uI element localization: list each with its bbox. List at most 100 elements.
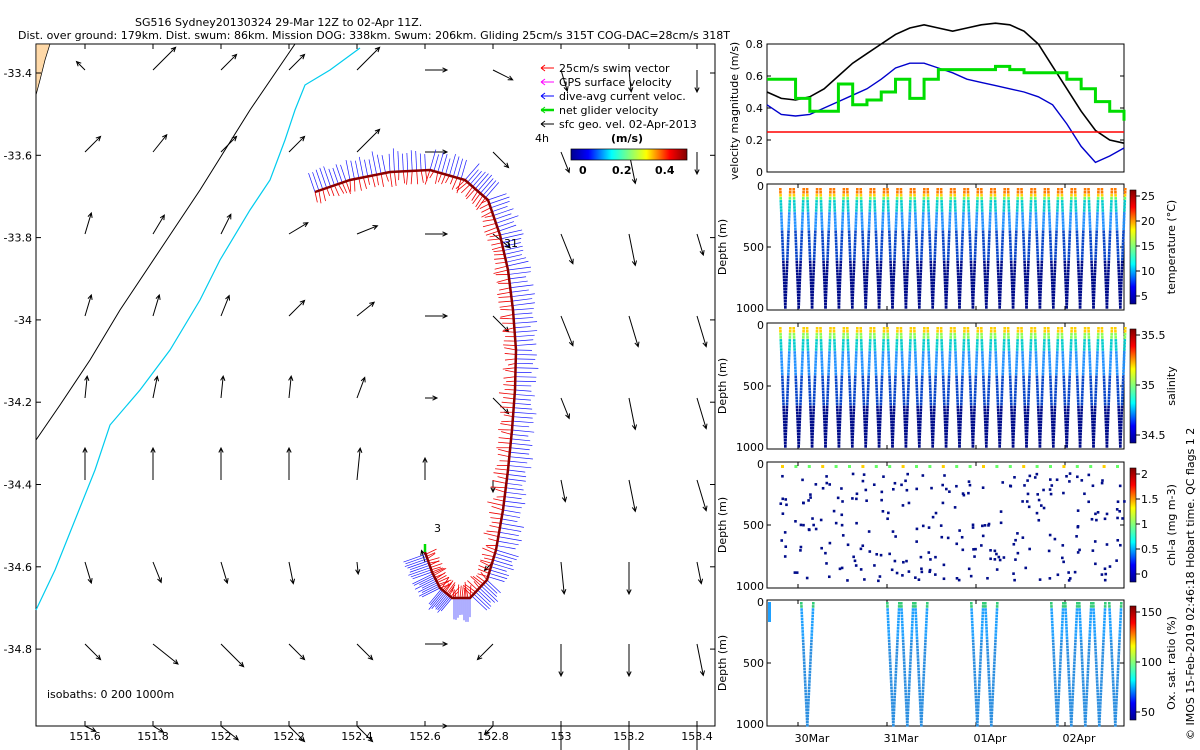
- current-vector: [402, 153, 404, 172]
- current-arrow: [356, 301, 376, 317]
- current-vector: [503, 505, 522, 509]
- series-sfc-geo: [766, 22, 1125, 144]
- swim-vector: [504, 353, 516, 355]
- current-vector: [479, 587, 495, 603]
- colorbar-tick: 35: [1141, 379, 1155, 392]
- current-vector: [489, 569, 510, 577]
- swim-vector: [498, 296, 512, 298]
- depth-tick: 500: [743, 241, 764, 254]
- current-vector: [515, 380, 536, 382]
- current-vector: [495, 549, 519, 558]
- current-arrow: [356, 224, 379, 235]
- current-vector: [471, 595, 488, 611]
- profile-panel-sal: 0 500 1000 Depth (m) 34.5 35 35.5 salinity: [716, 319, 1178, 454]
- swim-vector: [461, 586, 464, 599]
- current-vector: [481, 585, 499, 602]
- swim-vector: [477, 568, 490, 574]
- swim-vector: [450, 586, 460, 598]
- swim-vector: [455, 179, 466, 190]
- current-vector: [332, 167, 339, 185]
- current-vector: [464, 163, 480, 181]
- current-vector: [493, 556, 513, 563]
- current-arrow: [288, 643, 306, 661]
- current-arrow: [492, 151, 510, 169]
- current-arrow: [152, 375, 160, 399]
- current-arrow: [560, 397, 571, 420]
- swim-vector: [470, 575, 482, 587]
- swim-vector: [451, 177, 458, 190]
- current-vector: [406, 152, 409, 172]
- swim-vector: [466, 188, 476, 200]
- swim-vector: [437, 173, 443, 183]
- footer-note: © IMOS 15-Feb-2019 02:46:18 Hobart time.…: [1184, 428, 1197, 740]
- map-x-tick: 151.8: [137, 730, 169, 743]
- current-arrow: [356, 376, 366, 399]
- current-vector: [502, 509, 521, 514]
- swim-vector: [449, 176, 454, 185]
- swim-vector: [480, 571, 488, 581]
- depth-tick: 500: [743, 519, 764, 532]
- current-arrow: [560, 233, 574, 265]
- current-arrow: [492, 69, 514, 81]
- current-arrow: [425, 67, 449, 73]
- current-vector: [340, 164, 347, 182]
- current-vector: [418, 585, 440, 597]
- swim-vector: [341, 182, 348, 194]
- current-vector: [512, 420, 534, 424]
- swim-vector: [456, 181, 468, 192]
- current-arrow: [696, 479, 708, 512]
- colorbar-tick: 1: [1141, 518, 1148, 531]
- date-tick: 01Apr: [973, 732, 1007, 745]
- colorbar-tick: 0.4: [655, 164, 675, 177]
- isobath-0m: [35, 43, 296, 441]
- current-arrow: [84, 293, 93, 317]
- velocity-y-tick: 0: [756, 166, 763, 179]
- velocity-ylabel: velocity magnitude (m/s): [728, 42, 741, 180]
- swim-vector: [487, 238, 501, 241]
- current-vector: [456, 158, 464, 178]
- profile-points: [779, 465, 1126, 583]
- current-vector: [364, 159, 369, 177]
- current-vector: [514, 326, 531, 329]
- colorbar-tick: 15: [1141, 240, 1155, 253]
- swim-vector: [444, 580, 454, 593]
- colorbar-tick: 100: [1141, 656, 1162, 669]
- current-vector: [491, 562, 514, 571]
- swim-vector: [480, 560, 492, 568]
- current-vector: [500, 522, 524, 528]
- swim-vector: [438, 579, 452, 585]
- current-arrow: [356, 725, 374, 743]
- profile-colorbar: 34.5 35 35.5: [1129, 328, 1166, 444]
- current-arrow: [220, 53, 238, 71]
- colorbar-label: salinity: [1165, 366, 1178, 406]
- current-arrow: [356, 447, 363, 481]
- swim-vector: [478, 564, 491, 571]
- depth-tick: 0: [757, 319, 764, 332]
- current-vector: [482, 180, 497, 196]
- current-vector: [414, 578, 436, 590]
- swim-vector: [502, 327, 515, 331]
- current-vector: [506, 482, 523, 486]
- swim-vector: [330, 186, 335, 197]
- swim-vector: [430, 563, 443, 568]
- swim-vector: [432, 567, 445, 575]
- current-vector: [510, 447, 530, 451]
- depth-tick: 1000: [736, 718, 764, 731]
- current-vector: [376, 154, 382, 174]
- current-arrow: [288, 561, 296, 585]
- current-vector: [493, 208, 514, 216]
- current-vector: [428, 591, 445, 610]
- colorbar-tick: 0: [1141, 568, 1148, 581]
- velocity-y-tick: 0.4: [746, 102, 764, 115]
- swim-vector: [416, 170, 419, 185]
- chart-title: SG516 Sydney20130324 29-Mar 12Z to 02-Ap…: [135, 16, 422, 29]
- depth-tick: 0: [757, 180, 764, 193]
- current-vector: [513, 321, 538, 324]
- current-vector: [515, 354, 537, 356]
- current-arrow: [288, 222, 309, 235]
- swim-vector: [337, 183, 345, 194]
- current-vector: [350, 160, 355, 180]
- swim-vector: [486, 530, 500, 533]
- current-vector: [512, 308, 534, 311]
- colorbar-tick: 50: [1141, 706, 1155, 719]
